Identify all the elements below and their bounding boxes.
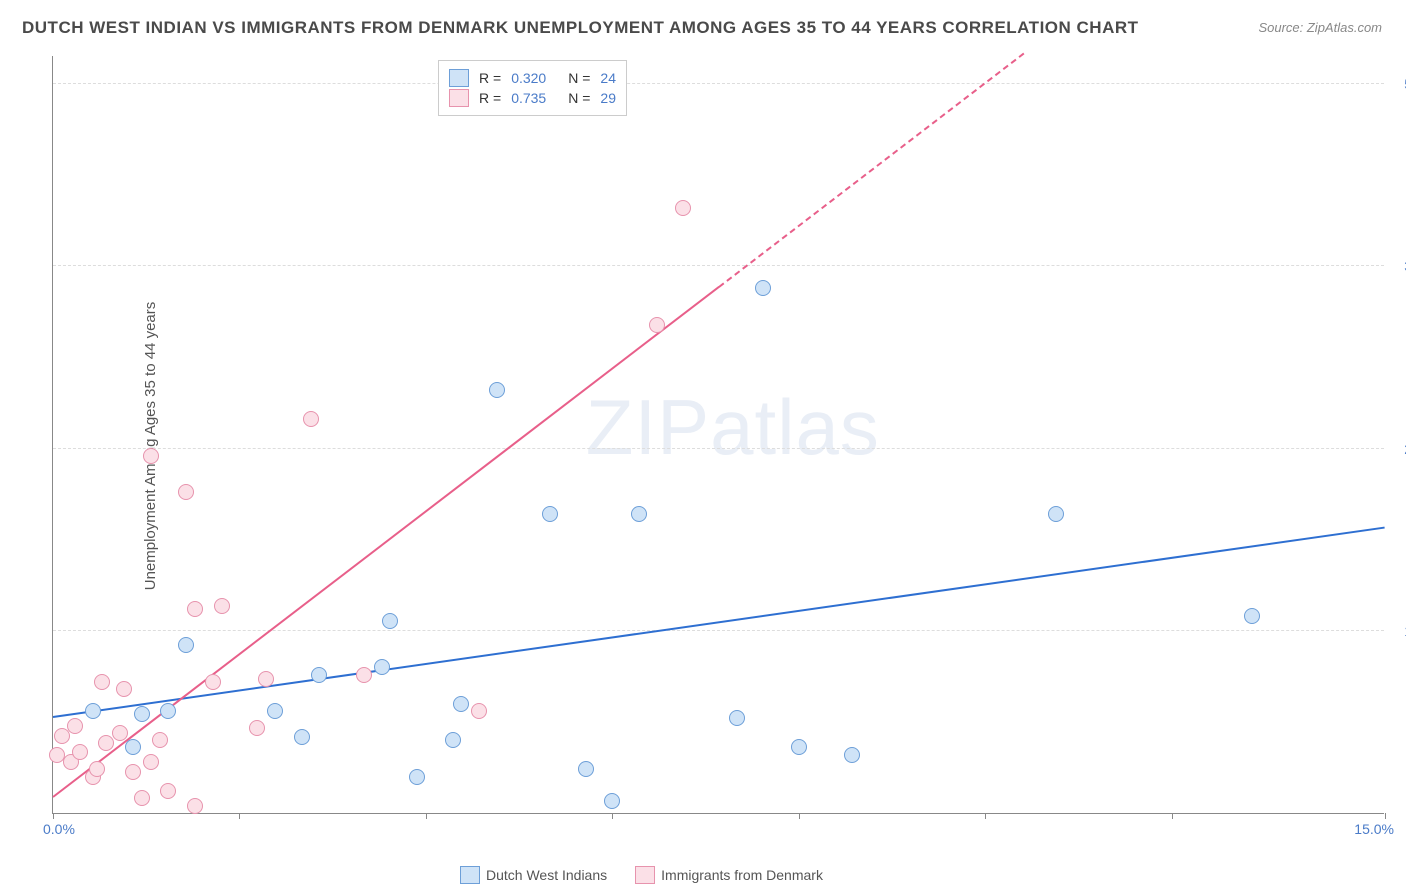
y-tick-label: 12.5%: [1394, 623, 1406, 639]
data-point: [578, 761, 594, 777]
data-point: [98, 735, 114, 751]
legend-r-value: 0.320: [511, 70, 546, 86]
data-point: [311, 667, 327, 683]
x-tick: [985, 813, 986, 819]
watermark: ZIPatlas: [586, 382, 880, 473]
data-point: [143, 448, 159, 464]
data-point: [356, 667, 372, 683]
data-point: [214, 598, 230, 614]
x-tick: [1172, 813, 1173, 819]
series-legend: Dutch West Indians Immigrants from Denmar…: [460, 866, 823, 884]
gridline: [53, 83, 1384, 84]
data-point: [152, 732, 168, 748]
data-point: [178, 637, 194, 653]
data-point: [755, 280, 771, 296]
legend-item: Dutch West Indians: [460, 866, 607, 884]
data-point: [134, 790, 150, 806]
data-point: [187, 798, 203, 814]
x-tick: [799, 813, 800, 819]
x-axis-max-label: 15.0%: [1354, 821, 1394, 837]
data-point: [303, 411, 319, 427]
data-point: [258, 671, 274, 687]
data-point: [85, 703, 101, 719]
correlation-legend: R = 0.320 N = 24 R = 0.735 N = 29: [438, 60, 627, 116]
data-point: [604, 793, 620, 809]
gridline: [53, 265, 1384, 266]
data-point: [445, 732, 461, 748]
plot-area: ZIPatlas 0.0% 15.0% 12.5%25.0%37.5%50.0%: [52, 56, 1384, 814]
x-tick: [612, 813, 613, 819]
data-point: [125, 764, 141, 780]
trend-line: [52, 286, 719, 798]
data-point: [374, 659, 390, 675]
trend-line: [53, 527, 1385, 718]
legend-row: R = 0.735 N = 29: [449, 89, 616, 107]
legend-r-label: R =: [479, 90, 501, 106]
data-point: [294, 729, 310, 745]
data-point: [116, 681, 132, 697]
data-point: [94, 674, 110, 690]
y-tick-label: 50.0%: [1394, 76, 1406, 92]
legend-swatch: [635, 866, 655, 884]
chart-title: DUTCH WEST INDIAN VS IMMIGRANTS FROM DEN…: [22, 18, 1139, 38]
legend-swatch: [460, 866, 480, 884]
data-point: [160, 703, 176, 719]
legend-swatch: [449, 69, 469, 87]
legend-swatch: [449, 89, 469, 107]
data-point: [160, 783, 176, 799]
data-point: [649, 317, 665, 333]
data-point: [187, 601, 203, 617]
gridline: [53, 448, 1384, 449]
data-point: [112, 725, 128, 741]
data-point: [453, 696, 469, 712]
legend-n-label: N =: [568, 70, 590, 86]
legend-series-name: Dutch West Indians: [486, 867, 607, 883]
legend-r-value: 0.735: [511, 90, 546, 106]
legend-r-label: R =: [479, 70, 501, 86]
legend-n-label: N =: [568, 90, 590, 106]
data-point: [489, 382, 505, 398]
data-point: [249, 720, 265, 736]
data-point: [729, 710, 745, 726]
data-point: [143, 754, 159, 770]
data-point: [205, 674, 221, 690]
source-attribution: Source: ZipAtlas.com: [1258, 20, 1382, 35]
legend-series-name: Immigrants from Denmark: [661, 867, 823, 883]
data-point: [1244, 608, 1260, 624]
data-point: [675, 200, 691, 216]
data-point: [125, 739, 141, 755]
x-tick: [53, 813, 54, 819]
data-point: [409, 769, 425, 785]
x-tick: [426, 813, 427, 819]
y-tick-label: 25.0%: [1394, 441, 1406, 457]
data-point: [542, 506, 558, 522]
legend-row: R = 0.320 N = 24: [449, 69, 616, 87]
x-axis-min-label: 0.0%: [43, 821, 75, 837]
data-point: [54, 728, 70, 744]
data-point: [1048, 506, 1064, 522]
legend-n-value: 29: [600, 90, 616, 106]
data-point: [631, 506, 647, 522]
legend-n-value: 24: [600, 70, 616, 86]
trend-line: [718, 53, 1024, 288]
data-point: [89, 761, 105, 777]
data-point: [382, 613, 398, 629]
gridline: [53, 630, 1384, 631]
data-point: [72, 744, 88, 760]
data-point: [267, 703, 283, 719]
legend-item: Immigrants from Denmark: [635, 866, 823, 884]
x-tick: [239, 813, 240, 819]
data-point: [178, 484, 194, 500]
data-point: [791, 739, 807, 755]
x-tick: [1385, 813, 1386, 819]
y-tick-label: 37.5%: [1394, 258, 1406, 274]
data-point: [844, 747, 860, 763]
data-point: [471, 703, 487, 719]
data-point: [67, 718, 83, 734]
data-point: [134, 706, 150, 722]
